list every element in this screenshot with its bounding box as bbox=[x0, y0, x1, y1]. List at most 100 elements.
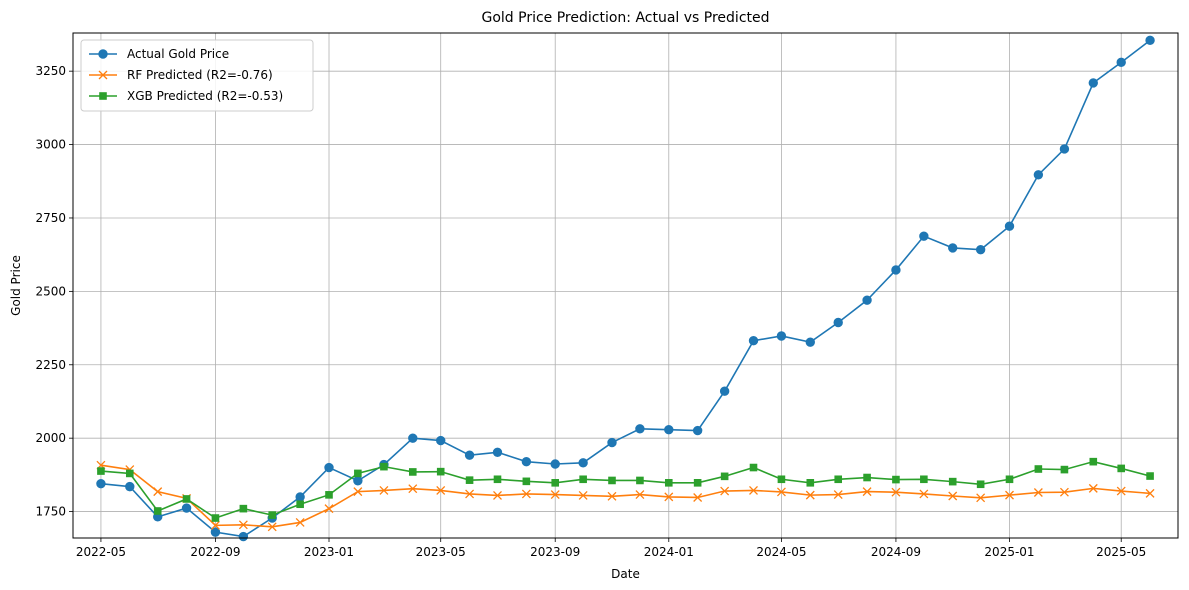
series-line bbox=[100, 39, 1151, 538]
data-point bbox=[805, 337, 815, 347]
data-point bbox=[1145, 35, 1155, 46]
data-point bbox=[664, 424, 674, 435]
data-point bbox=[891, 487, 901, 497]
y-tick-label: 2500 bbox=[35, 284, 66, 298]
y-axis-label: Gold Price bbox=[9, 255, 23, 316]
data-point bbox=[493, 490, 502, 500]
data-point bbox=[948, 491, 958, 501]
data-point bbox=[607, 437, 617, 448]
legend-label: Actual Gold Price bbox=[127, 47, 229, 61]
data-point bbox=[324, 504, 334, 514]
data-point bbox=[268, 511, 277, 519]
series-line bbox=[100, 464, 1151, 528]
series-1 bbox=[96, 460, 1155, 532]
data-point bbox=[522, 477, 531, 486]
data-point bbox=[607, 491, 617, 501]
data-point bbox=[493, 475, 502, 484]
x-tick-label: 2025-05 bbox=[1096, 545, 1146, 559]
data-point bbox=[636, 476, 644, 485]
data-point bbox=[720, 486, 730, 496]
data-point bbox=[776, 487, 786, 497]
data-point bbox=[1088, 78, 1098, 88]
series-0 bbox=[96, 35, 1155, 542]
x-tick-label: 2025-01 bbox=[984, 545, 1034, 559]
data-point bbox=[720, 472, 729, 481]
series-2 bbox=[97, 457, 1154, 522]
x-tick-label: 2023-01 bbox=[304, 545, 354, 559]
x-tick-label: 2023-05 bbox=[416, 545, 466, 559]
data-point bbox=[1060, 465, 1069, 474]
data-point bbox=[693, 493, 703, 502]
data-point bbox=[862, 295, 872, 305]
data-point bbox=[1059, 144, 1070, 154]
x-tick-label: 2022-09 bbox=[190, 545, 240, 559]
data-point bbox=[608, 476, 616, 485]
data-point bbox=[920, 475, 928, 484]
data-point bbox=[550, 490, 560, 500]
data-point bbox=[635, 424, 645, 434]
legend-box bbox=[80, 39, 314, 112]
data-point bbox=[96, 478, 106, 489]
legend-item: Actual Gold Price bbox=[89, 47, 229, 61]
data-point bbox=[719, 386, 730, 396]
data-point bbox=[210, 527, 221, 537]
data-point bbox=[1033, 170, 1044, 180]
data-point bbox=[408, 484, 418, 494]
data-point bbox=[379, 485, 389, 495]
legend-label: RF Predicted (R2=-0.76) bbox=[127, 68, 273, 82]
data-point bbox=[1145, 488, 1155, 498]
data-point bbox=[354, 469, 362, 478]
data-point bbox=[153, 487, 163, 497]
legend-marker bbox=[99, 92, 107, 100]
data-point bbox=[465, 489, 475, 499]
data-point bbox=[296, 500, 304, 509]
data-point bbox=[776, 331, 787, 341]
legend-marker bbox=[98, 70, 108, 80]
data-point bbox=[408, 468, 417, 476]
y-tick-label: 2250 bbox=[35, 358, 66, 372]
data-point bbox=[1033, 488, 1043, 497]
data-point bbox=[692, 425, 703, 436]
data-point bbox=[408, 433, 418, 443]
data-point bbox=[210, 520, 220, 530]
data-point bbox=[295, 517, 305, 527]
data-point bbox=[749, 485, 758, 495]
y-tick-label: 2000 bbox=[35, 431, 66, 445]
data-point bbox=[1059, 487, 1069, 497]
data-point bbox=[267, 522, 277, 532]
data-point bbox=[1088, 483, 1098, 493]
chart-title: Gold Price Prediction: Actual vs Predict… bbox=[481, 10, 769, 26]
data-point bbox=[833, 490, 843, 500]
data-point bbox=[919, 231, 929, 241]
data-point bbox=[181, 503, 192, 513]
data-point bbox=[749, 463, 758, 472]
series-line bbox=[100, 460, 1151, 519]
data-point bbox=[664, 492, 674, 502]
data-point bbox=[833, 317, 843, 328]
data-point bbox=[1004, 221, 1015, 231]
x-tick-label: 2024-01 bbox=[644, 545, 694, 559]
data-point bbox=[325, 491, 333, 499]
data-point bbox=[551, 479, 560, 487]
data-point bbox=[635, 490, 645, 500]
legend-item: XGB Predicted (R2=-0.53) bbox=[89, 89, 283, 103]
data-point bbox=[1005, 475, 1014, 484]
data-point bbox=[1089, 457, 1098, 466]
data-point bbox=[919, 489, 929, 499]
data-point bbox=[975, 244, 986, 255]
legend-marker bbox=[98, 49, 108, 59]
data-point bbox=[492, 447, 503, 457]
data-point bbox=[748, 335, 759, 346]
data-point bbox=[211, 514, 220, 522]
data-point bbox=[380, 462, 388, 471]
data-point bbox=[976, 480, 985, 489]
data-point bbox=[238, 531, 249, 542]
data-point bbox=[550, 459, 560, 469]
data-point bbox=[948, 477, 957, 486]
data-point bbox=[436, 435, 446, 446]
data-point bbox=[465, 476, 474, 484]
data-point bbox=[353, 487, 363, 497]
data-point bbox=[521, 456, 532, 467]
